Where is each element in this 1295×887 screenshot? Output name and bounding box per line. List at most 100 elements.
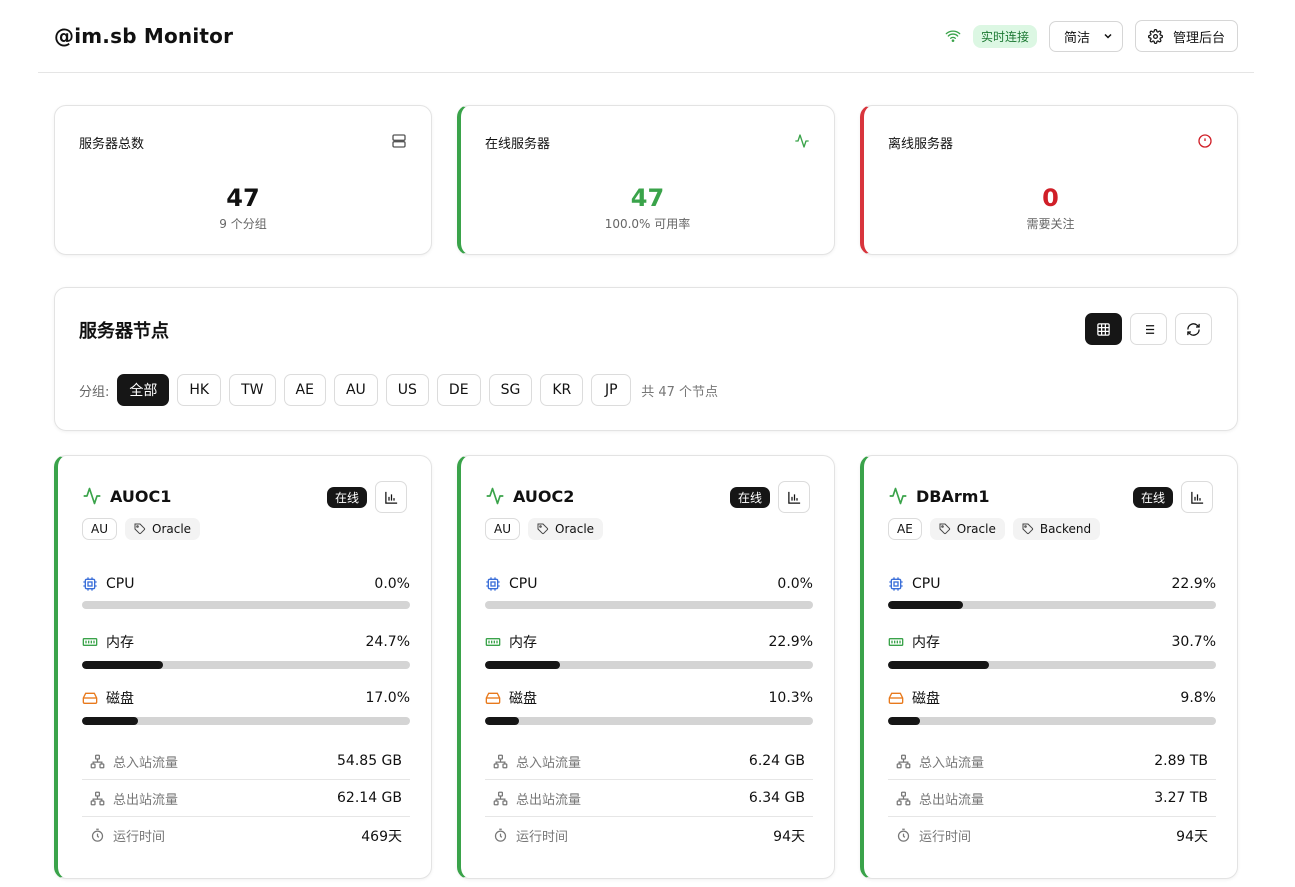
disk-bar-fill bbox=[888, 717, 921, 725]
server-name: AUOC1 bbox=[82, 486, 171, 506]
memory-bar bbox=[82, 661, 410, 669]
outbound-label: 总出站流量 bbox=[113, 792, 179, 808]
cpu-metric: CPU 0.0% bbox=[82, 576, 410, 609]
network-in-icon bbox=[493, 754, 508, 768]
disk-metric: 磁盘 10.3% bbox=[485, 688, 813, 725]
group-chip-kr[interactable]: KR bbox=[540, 374, 584, 406]
group-chip-au[interactable]: AU bbox=[333, 374, 378, 406]
theme-select-value: 简洁 bbox=[1063, 30, 1090, 46]
theme-select[interactable]: 简洁 bbox=[1048, 20, 1123, 52]
cpu-icon bbox=[486, 577, 500, 591]
network-in-icon bbox=[90, 754, 105, 768]
memory-metric: 内存 30.7% bbox=[888, 632, 1216, 669]
chart-button[interactable] bbox=[1181, 481, 1213, 513]
nodes-panel: 服务器节点 分组: 全部 HK TW AE AU US DE SG KR JP … bbox=[54, 287, 1238, 431]
status-badge: 在线 bbox=[326, 487, 367, 508]
node-count: 共 47 个节点 bbox=[641, 384, 719, 400]
memory-bar bbox=[485, 661, 813, 669]
stat-card-offline: 离线服务器 0 需要关注 bbox=[860, 105, 1238, 255]
network-out-icon bbox=[493, 791, 508, 805]
disk-value: 9.8% bbox=[1180, 690, 1216, 706]
disk-bar-fill bbox=[82, 717, 138, 725]
disk-bar bbox=[888, 717, 1216, 725]
disk-metric: 磁盘 9.8% bbox=[888, 688, 1216, 725]
memory-label: 内存 bbox=[106, 635, 134, 651]
server-card[interactable]: AUOC1 在线 AU Oracle CPU 0.0% 内存 24.7% 磁盘 17.0% 总入站流… bbox=[54, 455, 432, 879]
activity-icon bbox=[795, 134, 809, 148]
tag-label: Oracle bbox=[152, 522, 192, 536]
disk-icon bbox=[82, 692, 98, 704]
memory-value: 24.7% bbox=[365, 634, 410, 650]
disk-bar bbox=[485, 717, 813, 725]
group-chip-all[interactable]: 全部 bbox=[117, 374, 170, 406]
tag-icon bbox=[939, 523, 950, 535]
server-card[interactable]: AUOC2 在线 AU Oracle CPU 0.0% 内存 22.9% 磁盘 10.3% 总入站流… bbox=[457, 455, 835, 879]
group-chip-us[interactable]: US bbox=[385, 374, 429, 406]
provider-tag: Oracle bbox=[929, 518, 1005, 540]
status-badge: 在线 bbox=[729, 487, 770, 508]
group-chip-de[interactable]: DE bbox=[436, 374, 481, 406]
group-chip-jp[interactable]: JP bbox=[591, 374, 632, 406]
stat-card-online: 在线服务器 47 100.0% 可用率 bbox=[457, 105, 835, 255]
cpu-label: CPU bbox=[509, 576, 538, 592]
server-name: DBArm1 bbox=[888, 486, 990, 506]
cpu-icon bbox=[83, 577, 97, 591]
stat-value: 47 bbox=[226, 184, 260, 212]
chart-button[interactable] bbox=[778, 481, 810, 513]
inbound-value: 54.85 GB bbox=[337, 753, 402, 769]
list-icon bbox=[1142, 324, 1155, 334]
admin-button[interactable]: 管理后台 bbox=[1134, 20, 1238, 52]
inbound-row: 总入站流量 6.24 GB bbox=[485, 743, 813, 780]
app-title: @im.sb Monitor bbox=[54, 24, 234, 48]
disk-label: 磁盘 bbox=[106, 691, 134, 707]
refresh-button[interactable] bbox=[1175, 313, 1212, 345]
outbound-row: 总出站流量 6.34 GB bbox=[485, 780, 813, 817]
group-chip-ae[interactable]: AE bbox=[283, 374, 326, 406]
group-chip-sg[interactable]: SG bbox=[488, 374, 533, 406]
stat-value: 47 bbox=[630, 184, 665, 212]
activity-icon bbox=[486, 487, 504, 505]
chart-button[interactable] bbox=[375, 481, 407, 513]
traffic-info: 总入站流量 2.89 TB 总出站流量 3.27 TB 运行时间 94天 bbox=[888, 743, 1216, 854]
group-chip-hk[interactable]: HK bbox=[177, 374, 222, 406]
cpu-bar bbox=[485, 601, 813, 609]
memory-metric: 内存 24.7% bbox=[82, 632, 410, 669]
uptime-row: 运行时间 94天 bbox=[888, 817, 1216, 854]
group-chip-tw[interactable]: TW bbox=[229, 374, 276, 406]
disk-label: 磁盘 bbox=[509, 691, 537, 707]
inbound-row: 总入站流量 2.89 TB bbox=[888, 743, 1216, 780]
cpu-label: CPU bbox=[912, 576, 941, 592]
grid-view-button[interactable] bbox=[1085, 313, 1122, 345]
timer-icon bbox=[91, 828, 104, 842]
list-view-button[interactable] bbox=[1130, 313, 1167, 345]
activity-icon bbox=[889, 487, 907, 505]
inbound-label: 总入站流量 bbox=[516, 755, 582, 771]
cpu-label: CPU bbox=[106, 576, 135, 592]
live-connection-badge: 实时连接 bbox=[972, 24, 1037, 48]
top-header: @im.sb Monitor 实时连接 简洁 管理后台 bbox=[38, 0, 1254, 73]
network-out-icon bbox=[896, 791, 911, 805]
stat-value: 0 bbox=[1042, 184, 1059, 212]
stat-title: 在线服务器 bbox=[485, 137, 551, 152]
inbound-value: 2.89 TB bbox=[1154, 753, 1208, 769]
server-card[interactable]: DBArm1 在线 AE Oracle Backend CPU 22.9% 内存 30.7% 磁盘… bbox=[860, 455, 1238, 879]
tag-label: Oracle bbox=[555, 522, 595, 536]
memory-icon bbox=[485, 638, 501, 646]
uptime-value: 94天 bbox=[773, 828, 805, 845]
region-tag: AE bbox=[888, 518, 922, 540]
admin-button-label: 管理后台 bbox=[1172, 30, 1225, 46]
outbound-row: 总出站流量 3.27 TB bbox=[888, 780, 1216, 817]
memory-bar bbox=[888, 661, 1216, 669]
outbound-value: 62.14 GB bbox=[337, 790, 402, 806]
server-name-text: AUOC2 bbox=[513, 486, 575, 506]
inbound-label: 总入站流量 bbox=[113, 755, 179, 771]
tag-label: Oracle bbox=[956, 522, 996, 536]
disk-bar-fill bbox=[485, 717, 519, 725]
disk-bar bbox=[82, 717, 410, 725]
server-tags: AU Oracle bbox=[82, 518, 201, 540]
uptime-label: 运行时间 bbox=[919, 830, 972, 845]
group-filter: 分组: 全部 HK TW AE AU US DE SG KR JP 共 47 个… bbox=[79, 374, 718, 406]
memory-label: 内存 bbox=[912, 635, 940, 651]
gear-icon bbox=[1148, 28, 1163, 44]
memory-value: 30.7% bbox=[1171, 634, 1216, 650]
